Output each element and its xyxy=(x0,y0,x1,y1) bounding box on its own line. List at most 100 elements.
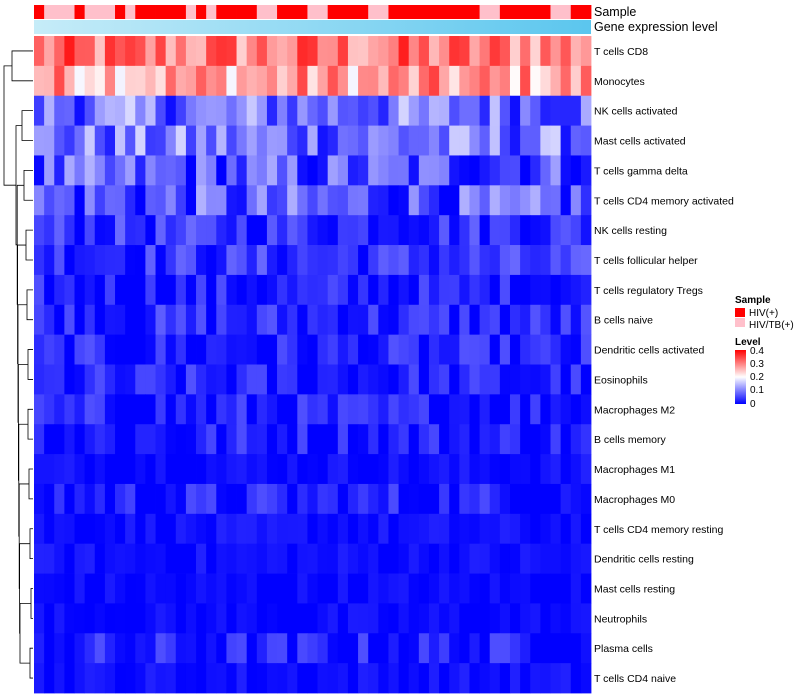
heatmap-cell xyxy=(388,215,399,246)
heatmap-cell xyxy=(277,304,288,336)
heatmap-cell xyxy=(540,424,551,455)
heatmap-cell xyxy=(479,125,491,156)
heatmap-cell xyxy=(84,454,96,485)
heatmap-cell xyxy=(104,215,116,246)
heatmap-cell xyxy=(165,454,177,485)
heatmap-cell xyxy=(520,424,531,455)
heatmap-cell xyxy=(206,364,217,395)
heatmap-cell xyxy=(94,185,106,216)
heatmap-cell xyxy=(246,155,258,186)
heatmap-cell xyxy=(135,573,146,604)
heatmap-cell xyxy=(125,304,136,336)
heatmap-cell xyxy=(347,513,359,545)
heatmap-cell xyxy=(277,95,288,126)
heatmap-cell xyxy=(428,334,440,365)
heatmap-cell xyxy=(185,95,197,126)
heatmap-cell xyxy=(175,185,187,216)
heatmap-cell xyxy=(206,274,217,306)
heatmap-cell xyxy=(297,424,308,455)
heatmap-cell xyxy=(327,663,339,694)
heatmap-cell xyxy=(54,215,65,246)
heatmap-cell xyxy=(469,454,480,485)
heatmap-cell xyxy=(337,483,349,515)
heatmap-cell xyxy=(418,663,430,694)
heatmap-cell xyxy=(408,483,420,515)
sample-annotation-cell xyxy=(84,5,96,19)
heatmap-cell xyxy=(327,424,339,455)
sample-annotation-cell xyxy=(449,5,460,19)
heatmap-cell xyxy=(479,573,491,604)
heatmap-cell xyxy=(388,274,399,306)
heatmap-cell xyxy=(550,483,562,515)
heatmap-cell xyxy=(520,65,531,97)
heatmap-cell xyxy=(489,185,501,216)
heatmap-cell xyxy=(398,36,410,67)
heatmap-cell xyxy=(449,603,460,634)
legend-sample-title: Sample xyxy=(735,295,771,306)
heatmap-cell xyxy=(216,603,227,634)
heatmap-cell xyxy=(570,394,582,425)
heatmap-cell xyxy=(499,245,511,276)
row-label: Plasma cells xyxy=(594,643,653,655)
heatmap-cell xyxy=(256,603,268,634)
heatmap-cell xyxy=(34,304,45,336)
heatmap-cell xyxy=(317,424,329,455)
heatmap-cell xyxy=(327,454,339,485)
heatmap-cell xyxy=(509,424,521,455)
expression-gradient xyxy=(34,20,591,34)
heatmap-cell xyxy=(44,125,55,156)
heatmap-cell xyxy=(540,125,551,156)
heatmap-cell xyxy=(570,304,582,336)
heatmap-cell xyxy=(277,334,288,365)
heatmap-cell xyxy=(479,95,491,126)
heatmap-cell xyxy=(580,125,592,156)
heatmap-cell xyxy=(155,543,167,574)
heatmap-cell xyxy=(165,245,177,276)
dendrogram-branch xyxy=(19,543,30,634)
heatmap-cell xyxy=(196,394,207,425)
heatmap-cell xyxy=(226,573,237,604)
heatmap-cell xyxy=(54,394,65,425)
heatmap-cell xyxy=(398,424,410,455)
heatmap-cell xyxy=(337,245,349,276)
heatmap-cell xyxy=(185,394,197,425)
heatmap-cell xyxy=(499,65,511,97)
row-label: Monocytes xyxy=(594,76,645,88)
heatmap-cell xyxy=(226,633,237,664)
heatmap-cell xyxy=(530,95,541,126)
heatmap-cell xyxy=(54,513,65,545)
heatmap-cell xyxy=(560,334,572,365)
heatmap-cell xyxy=(358,65,369,97)
heatmap-cell xyxy=(54,65,65,97)
heatmap-cell xyxy=(439,424,450,455)
heatmap-cell xyxy=(560,603,572,634)
heatmap-cell xyxy=(428,513,440,545)
heatmap-cell xyxy=(64,424,75,455)
heatmap-cell xyxy=(94,65,106,97)
row-label: B cells naive xyxy=(594,315,653,327)
heatmap-cell xyxy=(64,215,75,246)
heatmap-cell xyxy=(44,483,55,515)
heatmap-cell xyxy=(226,454,237,485)
heatmap-cell xyxy=(104,424,116,455)
heatmap-cell xyxy=(459,95,470,126)
level-colorbar xyxy=(735,350,746,404)
heatmap-cell xyxy=(206,663,217,694)
heatmap-cell xyxy=(206,483,217,515)
heatmap-cell xyxy=(206,454,217,485)
heatmap-cell xyxy=(297,125,308,156)
heatmap-cell xyxy=(368,245,379,276)
heatmap-cell xyxy=(398,155,410,186)
heatmap-cell xyxy=(74,245,86,276)
heatmap-cell xyxy=(115,573,126,604)
heatmap-cell xyxy=(297,633,308,664)
heatmap-cell xyxy=(256,95,268,126)
heatmap-cell xyxy=(104,483,116,515)
heatmap-cell xyxy=(216,364,227,395)
heatmap-cell xyxy=(84,663,96,694)
heatmap-cell xyxy=(236,603,248,634)
heatmap-cell xyxy=(580,364,592,395)
heatmap-cell xyxy=(216,65,227,97)
heatmap-cell xyxy=(84,424,96,455)
heatmap-cell xyxy=(580,454,592,485)
